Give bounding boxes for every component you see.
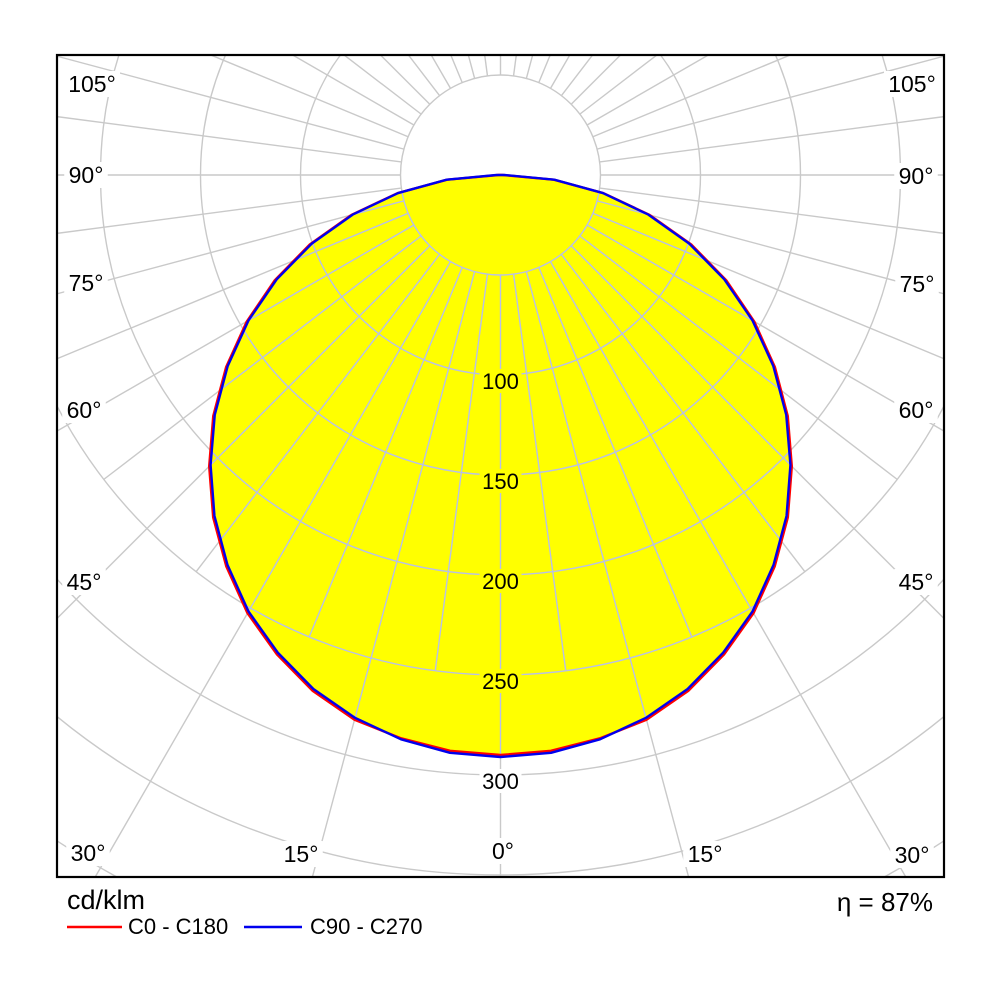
- angle-tick-label: 15°: [279, 841, 323, 867]
- svg-text:30°: 30°: [895, 842, 930, 868]
- svg-text:200: 200: [482, 569, 519, 594]
- radial-tick-label: 100: [479, 369, 522, 394]
- radial-tick-label: 200: [479, 569, 522, 594]
- svg-text:30°: 30°: [71, 840, 106, 866]
- angle-tick-label: 45°: [894, 569, 938, 595]
- legend: C0 - C180 C90 - C270: [67, 914, 423, 939]
- angle-tick-label: 90°: [64, 162, 108, 188]
- unit-label: cd/klm: [67, 885, 145, 915]
- tick-labels: 100 150 200 250 300 105° 90° 75° 60° 45° 30° 15° 0° 1…: [62, 71, 940, 868]
- angle-tick-label: 15°: [683, 841, 727, 867]
- angle-tick-label: 0°: [487, 838, 519, 864]
- angle-tick-label: 75°: [64, 270, 108, 296]
- svg-text:150: 150: [482, 469, 519, 494]
- svg-text:105°: 105°: [68, 71, 116, 97]
- angle-tick-label: 60°: [62, 397, 106, 423]
- angle-tick-label: 60°: [894, 397, 938, 423]
- angle-tick-label: 30°: [890, 842, 934, 868]
- legend-label-c90-c270: C90 - C270: [310, 914, 423, 939]
- svg-text:60°: 60°: [67, 397, 102, 423]
- svg-text:75°: 75°: [69, 270, 104, 296]
- angle-tick-label: 75°: [895, 271, 939, 297]
- svg-text:300: 300: [482, 769, 519, 794]
- svg-text:250: 250: [482, 669, 519, 694]
- svg-text:105°: 105°: [888, 71, 936, 97]
- angle-tick-label: 105°: [884, 71, 940, 97]
- svg-text:15°: 15°: [688, 841, 723, 867]
- svg-text:60°: 60°: [899, 397, 934, 423]
- efficiency-label: η = 87%: [837, 887, 933, 917]
- radial-tick-label: 150: [479, 469, 522, 494]
- svg-text:100: 100: [482, 369, 519, 394]
- svg-text:0°: 0°: [492, 838, 514, 864]
- curve-c90-c270: [209, 173, 792, 759]
- svg-text:90°: 90°: [899, 163, 934, 189]
- angle-tick-label: 105°: [64, 71, 120, 97]
- svg-text:45°: 45°: [67, 569, 102, 595]
- legend-label-c0-c180: C0 - C180: [128, 914, 228, 939]
- radial-tick-label: 300: [479, 769, 522, 794]
- angle-tick-label: 30°: [66, 840, 110, 866]
- svg-text:75°: 75°: [900, 271, 935, 297]
- angle-tick-label: 45°: [62, 569, 106, 595]
- svg-text:90°: 90°: [69, 162, 104, 188]
- svg-text:15°: 15°: [284, 841, 319, 867]
- plot-border: [55, 53, 946, 879]
- angle-tick-label: 90°: [894, 163, 938, 189]
- radial-tick-label: 250: [479, 669, 522, 694]
- svg-text:45°: 45°: [899, 569, 934, 595]
